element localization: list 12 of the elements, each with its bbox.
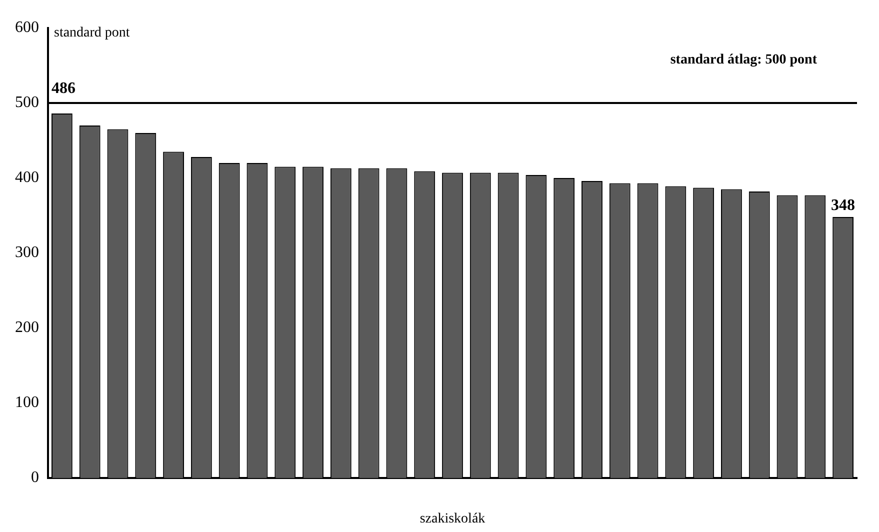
data-label: 348: [831, 197, 856, 214]
y-axis-title: standard pont: [54, 26, 130, 41]
y-tick-label: 200: [15, 319, 39, 336]
data-label: 486: [51, 80, 76, 98]
x-axis-title: szakiskolák: [420, 512, 486, 527]
ref-line-label: standard átlag: 500 pont: [670, 52, 818, 68]
y-tick-label: 600: [15, 19, 39, 36]
y-tick-label: 500: [15, 94, 39, 112]
y-tick-label: 300: [15, 244, 39, 262]
y-tick-label: 100: [15, 394, 39, 412]
y-tick-label: 0: [31, 469, 39, 486]
y-tick-label: 400: [15, 169, 39, 186]
